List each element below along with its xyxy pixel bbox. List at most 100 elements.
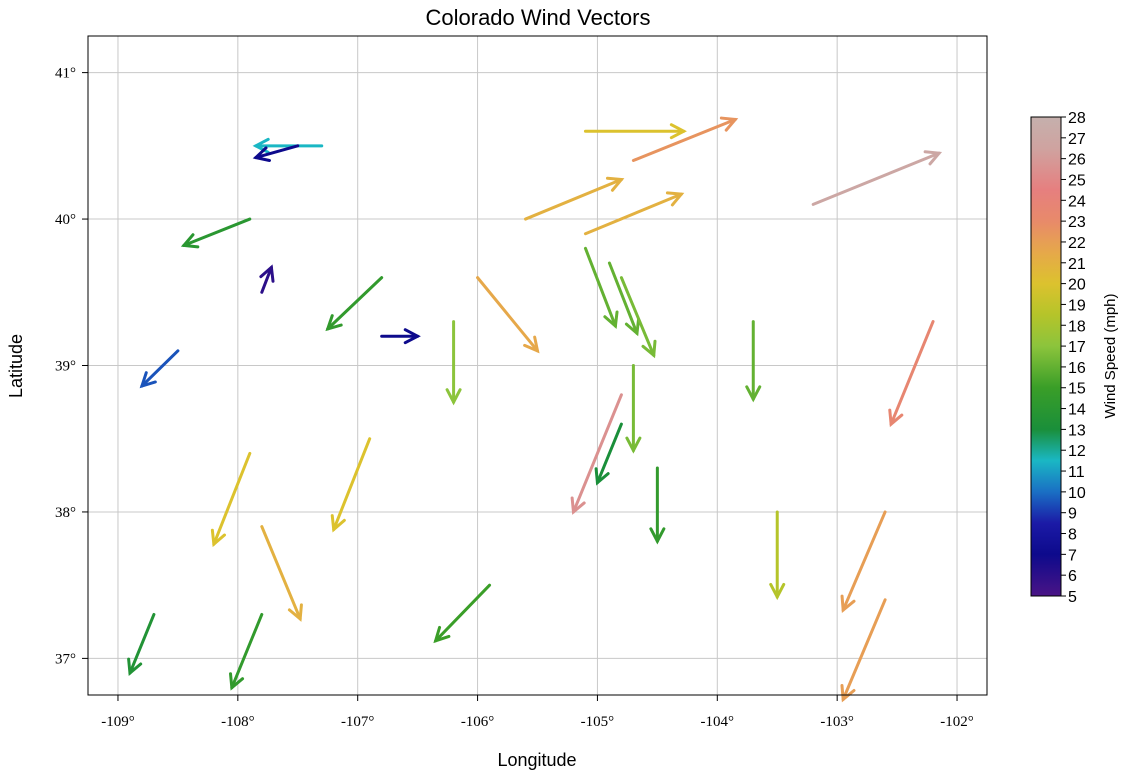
colorbar-tick-label: 7 xyxy=(1068,547,1077,564)
x-tick-label: -107° xyxy=(341,714,375,730)
wind-vector-shaft xyxy=(476,276,539,353)
y-tick-label: 37° xyxy=(55,651,76,667)
chart-title: Colorado Wind Vectors xyxy=(426,5,651,30)
colorbar-tick-label: 9 xyxy=(1068,506,1077,523)
colorbar-tick-label: 27 xyxy=(1068,131,1086,148)
wind-vector-shaft xyxy=(434,583,492,643)
colorbar-tick-label: 21 xyxy=(1068,256,1086,273)
colorbar-tick-label: 11 xyxy=(1068,464,1085,481)
y-tick-label: 41° xyxy=(55,66,76,82)
x-tick-label: -106° xyxy=(461,714,495,730)
grid-lines xyxy=(88,36,987,695)
wind-vector-3 xyxy=(259,264,275,294)
wind-vector-shaft xyxy=(230,612,264,690)
wind-vector-head xyxy=(210,528,226,548)
wind-vector-head xyxy=(719,116,739,132)
wind-vector-26 xyxy=(210,451,252,548)
wind-vector-25 xyxy=(840,598,887,703)
wind-vector-head xyxy=(840,683,856,703)
colorbar-tick-label: 18 xyxy=(1068,318,1086,335)
wind-vector-22 xyxy=(649,466,666,545)
wind-vector-29 xyxy=(433,583,492,644)
wind-vector-24 xyxy=(840,510,887,614)
colorbar-tick-label: 22 xyxy=(1068,235,1086,252)
wind-vector-8 xyxy=(476,276,540,354)
colorbar-bar xyxy=(1030,116,1062,597)
colorbar-tick-label: 17 xyxy=(1068,339,1086,356)
wind-vector-shaft xyxy=(619,276,656,357)
wind-vector-10 xyxy=(583,123,687,140)
wind-vector-head xyxy=(229,672,245,691)
colorbar-tick-label: 13 xyxy=(1068,422,1086,439)
colorbar-tick-label: 6 xyxy=(1068,568,1077,585)
wind-vector-shaft xyxy=(607,261,639,335)
colorbar-tick-label: 5 xyxy=(1068,589,1077,606)
wind-vector-17 xyxy=(745,320,762,403)
wind-vector-head xyxy=(330,514,346,533)
wind-vector-14 xyxy=(583,246,619,329)
colorbar-tick-label: 10 xyxy=(1068,485,1086,502)
colorbar-tick-label: 28 xyxy=(1068,110,1086,127)
x-tick-label: -105° xyxy=(581,714,615,730)
wind-vector-shaft xyxy=(571,393,623,514)
colorbar-ticks: 5 6 7 8 9 10 11 12 13 14 15 16 17 18 19 20 21 22 23 24 25 26 2… xyxy=(1061,110,1086,606)
wind-vector-head xyxy=(403,328,421,345)
wind-vector-head xyxy=(523,335,540,354)
wind-vector-shaft xyxy=(811,151,941,206)
wind-vector-12 xyxy=(583,191,685,236)
wind-vector-head xyxy=(570,496,586,515)
wind-vector-head xyxy=(669,123,687,140)
wind-vector-head xyxy=(603,310,619,329)
wind-vector-head xyxy=(625,436,642,454)
colorbar-tick-label: 8 xyxy=(1068,527,1077,544)
wind-vector-head xyxy=(649,527,666,545)
y-axis-ticks: 37° 38° 39° 40° 41° xyxy=(55,66,88,667)
colorbar-tick-label: 15 xyxy=(1068,381,1086,398)
y-tick-label: 39° xyxy=(55,359,76,375)
wind-vector-15 xyxy=(607,261,641,337)
wind-vector-1 xyxy=(252,144,300,162)
wind-vector-18 xyxy=(888,320,935,428)
wind-vector-head xyxy=(139,371,157,389)
colorbar-label: Wind Speed (mph) xyxy=(1102,293,1119,418)
wind-vector-20 xyxy=(594,422,623,486)
wind-vector-head xyxy=(624,317,641,337)
y-tick-label: 38° xyxy=(55,505,76,521)
wind-vector-shaft xyxy=(212,451,252,546)
wind-vector-shaft xyxy=(889,320,935,426)
wind-vector-head xyxy=(594,467,610,486)
wind-vector-23 xyxy=(769,510,786,601)
wind-vector-shaft xyxy=(260,525,302,621)
wind-vector-head xyxy=(923,150,943,166)
wind-vector-head xyxy=(252,146,272,162)
wind-vector-shaft xyxy=(583,246,617,328)
x-tick-label: -104° xyxy=(701,714,735,730)
wind-vector-27 xyxy=(330,437,372,533)
colorbar-tick-label: 14 xyxy=(1068,402,1086,419)
wind-vector-shaft xyxy=(332,437,372,532)
wind-vector-13 xyxy=(811,150,943,206)
wind-vector-9 xyxy=(524,176,625,221)
wind-vector-31 xyxy=(229,612,264,691)
wind-vector-shaft xyxy=(260,265,273,294)
wind-vector-shaft xyxy=(326,276,384,331)
colorbar-tick-label: 26 xyxy=(1068,152,1086,169)
wind-vector-head xyxy=(259,264,275,283)
wind-vector-11 xyxy=(631,116,739,162)
wind-vector-shaft xyxy=(583,192,683,236)
x-tick-label: -102° xyxy=(940,714,974,730)
wind-vector-4 xyxy=(139,349,180,389)
wind-vector-2 xyxy=(180,217,252,249)
colorbar-tick-label: 16 xyxy=(1068,360,1086,377)
wind-vector-shaft xyxy=(182,217,252,247)
wind-vector-head xyxy=(745,385,762,403)
x-tick-label: -103° xyxy=(820,714,854,730)
wind-vector-shaft xyxy=(841,598,887,701)
wind-vector-16 xyxy=(619,276,657,359)
wind-vector-28 xyxy=(260,525,303,622)
wind-vector-7 xyxy=(445,320,462,406)
wind-vector-head xyxy=(840,594,856,614)
wind-vector-shaft xyxy=(595,422,623,485)
x-tick-label: -108° xyxy=(221,714,255,730)
